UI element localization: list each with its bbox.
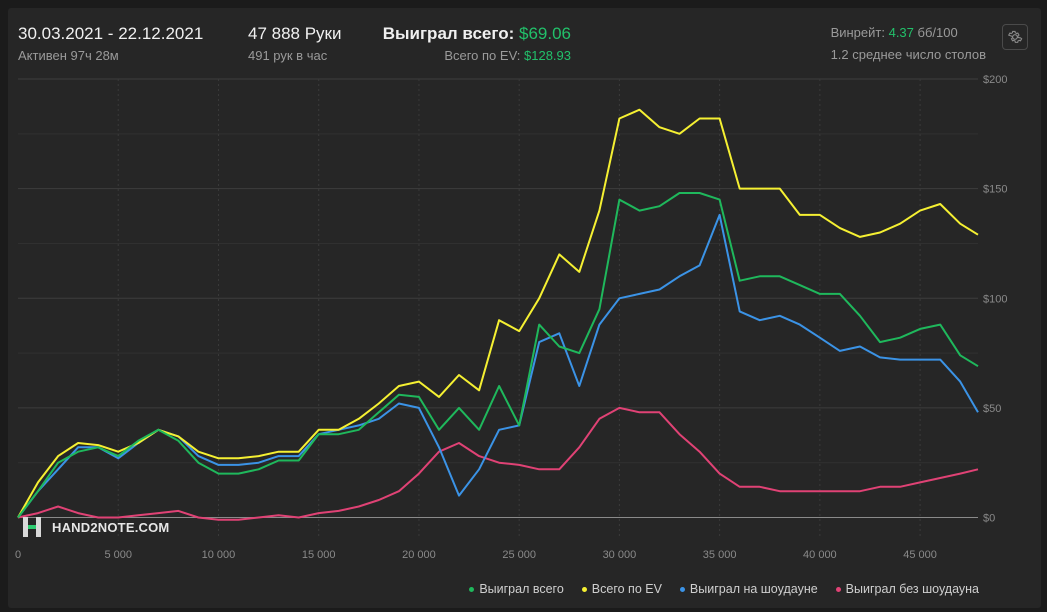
active-time: Активен 97ч 28м — [18, 48, 119, 64]
x-tick-label: 45 000 — [903, 549, 937, 561]
ev-total-value: $128.93 — [524, 48, 571, 64]
date-range-block: 30.03.2021 - 22.12.2021 Активен 97ч 28м — [18, 24, 203, 64]
series-line — [17, 192, 979, 519]
legend-dot — [581, 586, 587, 592]
hands-per-hour: 491 рук в час — [248, 48, 328, 64]
winrate: Винрейт: 4.37 бб/100 — [831, 25, 986, 41]
legend-label: Всего по EV — [591, 582, 662, 596]
series-line — [17, 406, 979, 521]
legend-dot — [469, 586, 475, 592]
y-tick-label: $100 — [983, 293, 1007, 305]
winrate-value: 4.37 — [888, 25, 914, 40]
x-tick-label: 15 000 — [302, 549, 336, 561]
x-tick-label: 40 000 — [803, 549, 837, 561]
legend-label: Выиграл на шоудауне — [689, 582, 818, 596]
avg-tables: 1.2 среднее число столов — [830, 46, 986, 62]
hand2note-logo-icon — [23, 517, 41, 537]
x-tick-label: 30 000 — [603, 549, 637, 561]
series-line — [17, 213, 979, 519]
hands-block: 47 888 Руки 491 рук в час — [248, 24, 342, 64]
x-tick-label: 0 — [15, 549, 21, 561]
y-tick-label: $150 — [983, 184, 1007, 196]
x-tick-label: 5 000 — [104, 549, 132, 561]
ev-total: Всего по EV: $128.93 — [383, 48, 571, 64]
legend-item-non-showdown[interactable]: Выиграл без шоудауна — [835, 582, 979, 596]
winrate-label: Винрейт: — [830, 25, 885, 40]
chart-panel — [8, 8, 1041, 608]
winrate-unit: бб/100 — [917, 25, 958, 40]
y-tick-label: $0 — [983, 513, 995, 525]
y-tick-label: $200 — [983, 74, 1007, 86]
ev-total-label: Всего по EV: — [444, 48, 521, 64]
legend-dot — [835, 586, 841, 592]
x-tick-label: 10 000 — [202, 549, 236, 561]
won-block: Выиграл всего: $69.06 Всего по EV: $128.… — [383, 24, 571, 64]
legend-label: Выиграл без шоудауна — [845, 582, 979, 596]
chart-axis-labels: $200 $150 $100 $50 $0 0 5 000 10 000 15 000 20 00… — [15, 74, 1008, 561]
settings-button[interactable] — [1002, 24, 1028, 50]
logo-text: HAND2NOTE.COM — [52, 519, 170, 535]
series-line — [17, 108, 979, 518]
won-total: Выиграл всего: $69.06 — [383, 24, 571, 44]
chart-legend: Выиграл всего Всего по EV Выиграл на шоу… — [469, 582, 979, 596]
date-range: 30.03.2021 - 22.12.2021 — [18, 24, 204, 43]
won-total-value: $69.06 — [519, 24, 571, 43]
legend-item-won-total[interactable]: Выиграл всего — [469, 582, 564, 596]
chart-grid — [18, 78, 978, 538]
winrate-block: Винрейт: 4.37 бб/100 1.2 среднее число с… — [831, 25, 986, 62]
legend-dot — [679, 586, 685, 592]
y-tick-label: $50 — [983, 403, 1001, 415]
hand2note-logo: HAND2NOTE.COM — [22, 516, 169, 538]
x-tick-label: 25 000 — [502, 549, 536, 561]
legend-item-ev[interactable]: Всего по EV — [581, 582, 662, 596]
hands-count: 47 888 Руки — [248, 24, 342, 43]
x-tick-label: 35 000 — [703, 549, 737, 561]
gear-icon — [1007, 30, 1023, 43]
legend-item-showdown[interactable]: Выиграл на шоудауне — [679, 582, 818, 596]
x-tick-label: 20 000 — [402, 549, 436, 561]
chart-series — [17, 108, 979, 521]
legend-label: Выиграл всего — [479, 582, 564, 596]
won-total-label: Выиграл всего: — [382, 24, 515, 43]
